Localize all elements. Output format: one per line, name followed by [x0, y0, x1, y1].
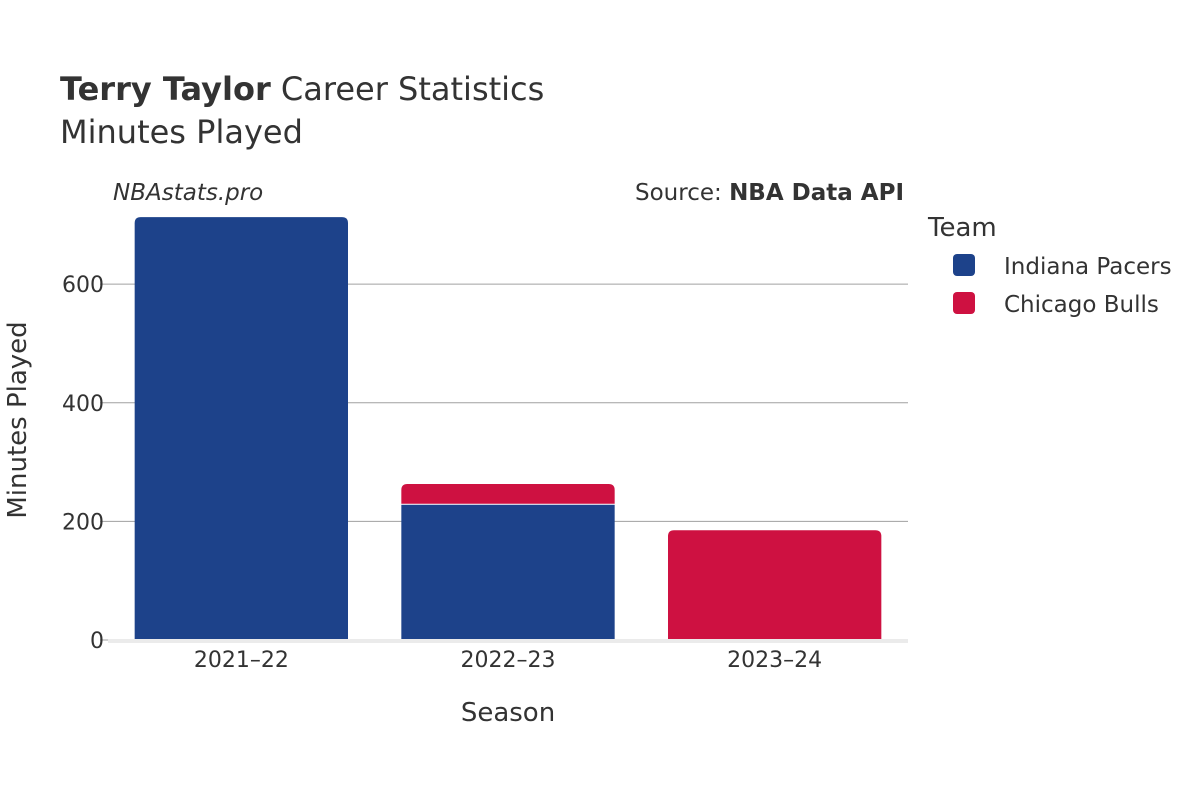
- y-tick-label: 600: [62, 273, 104, 298]
- x-tick-label: 2021–22: [194, 648, 289, 673]
- y-axis-ticks: 0 200 400 600: [62, 273, 108, 654]
- legend-title: Team: [927, 213, 997, 243]
- y-tick-label: 200: [62, 510, 104, 535]
- x-tick-label: 2022–23: [461, 648, 556, 673]
- chart-title-rest: Career Statistics: [271, 70, 545, 108]
- source-name: NBA Data API: [729, 180, 904, 206]
- bars: [134, 217, 882, 640]
- source-text: Source: NBA Data API: [635, 180, 904, 206]
- legend-label: Chicago Bulls: [1004, 292, 1159, 318]
- bar-chicago-bulls-2022–23: [401, 484, 615, 504]
- chart-title: Terry Taylor Career Statistics: [60, 70, 544, 108]
- bar-indiana-pacers-2021–22: [134, 217, 348, 640]
- legend-swatch: [953, 254, 975, 276]
- x-tick-label: 2023–24: [727, 648, 822, 673]
- legend-swatch: [953, 292, 975, 314]
- x-axis-ticks: 2021–22 2022–23 2023–24: [194, 648, 822, 673]
- bar-indiana-pacers-2022–23: [401, 504, 615, 640]
- bar-chicago-bulls-2023–24: [668, 530, 882, 640]
- chart-title-player: Terry Taylor: [60, 70, 271, 108]
- legend-item[interactable]: Chicago Bulls: [953, 292, 1159, 318]
- legend-item[interactable]: Indiana Pacers: [953, 254, 1172, 280]
- y-axis-label: Minutes Played: [3, 321, 33, 518]
- watermark: NBAstats.pro: [113, 180, 263, 206]
- legend-label: Indiana Pacers: [1004, 254, 1172, 280]
- source-label: Source:: [635, 180, 729, 206]
- x-axis-label: Season: [461, 698, 555, 728]
- y-tick-label: 400: [62, 392, 104, 417]
- y-tick-label: 0: [90, 629, 104, 654]
- chart-subtitle: Minutes Played: [60, 113, 303, 151]
- legend: Team Indiana Pacers Chicago Bulls: [927, 213, 1172, 318]
